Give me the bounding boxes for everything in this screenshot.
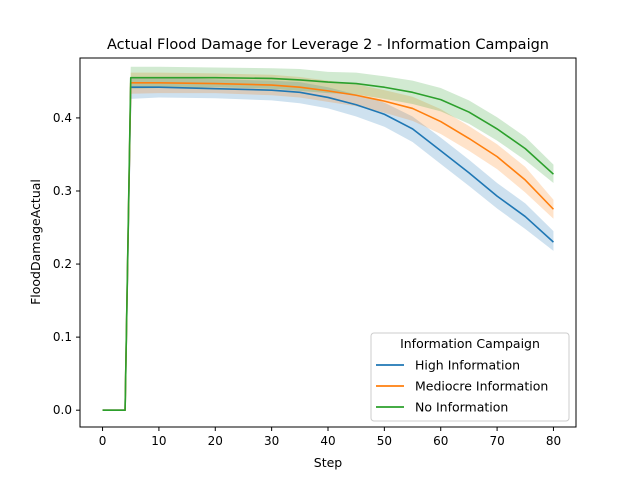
legend-box: [370, 332, 570, 422]
x-tick-label: 70: [489, 434, 504, 448]
legend-title: Information Campaign: [400, 336, 540, 351]
x-tick-label: 60: [433, 434, 448, 448]
legend-label: High Information: [415, 358, 520, 373]
x-tick-label: 10: [151, 434, 166, 448]
x-tick-label: 20: [208, 434, 223, 448]
x-tick-label: 50: [377, 434, 392, 448]
y-tick-label: 0.4: [53, 111, 72, 125]
x-tick-label: 40: [320, 434, 335, 448]
legend-label: Mediocre Information: [415, 379, 548, 394]
legend: Information Campaign High Information Med…: [370, 332, 570, 422]
x-tick-label: 80: [546, 434, 561, 448]
y-axis-label: FloodDamageActual: [28, 179, 43, 305]
chart-title: Actual Flood Damage for Leverage 2 - Inf…: [107, 37, 549, 53]
axis-ticks: 0 10 20 30 40 50 60 70 80 0.0 0.1 0.2 0.3 0.4: [53, 111, 561, 448]
legend-label: No Information: [415, 400, 508, 415]
y-tick-label: 0.2: [53, 257, 72, 271]
band-high-information: [102, 77, 554, 411]
y-tick-label: 0.1: [53, 330, 72, 344]
plot-area: [102, 66, 555, 411]
series-line-high-information: [102, 86, 554, 411]
y-tick-label: 0.0: [53, 403, 72, 417]
x-tick-label: 0: [99, 434, 107, 448]
series-line-mediocre-information: [102, 82, 555, 411]
y-tick-label: 0.3: [53, 184, 72, 198]
x-axis-label: Step: [314, 455, 343, 470]
x-tick-label: 30: [264, 434, 279, 448]
series-line-no-information: [102, 76, 554, 411]
